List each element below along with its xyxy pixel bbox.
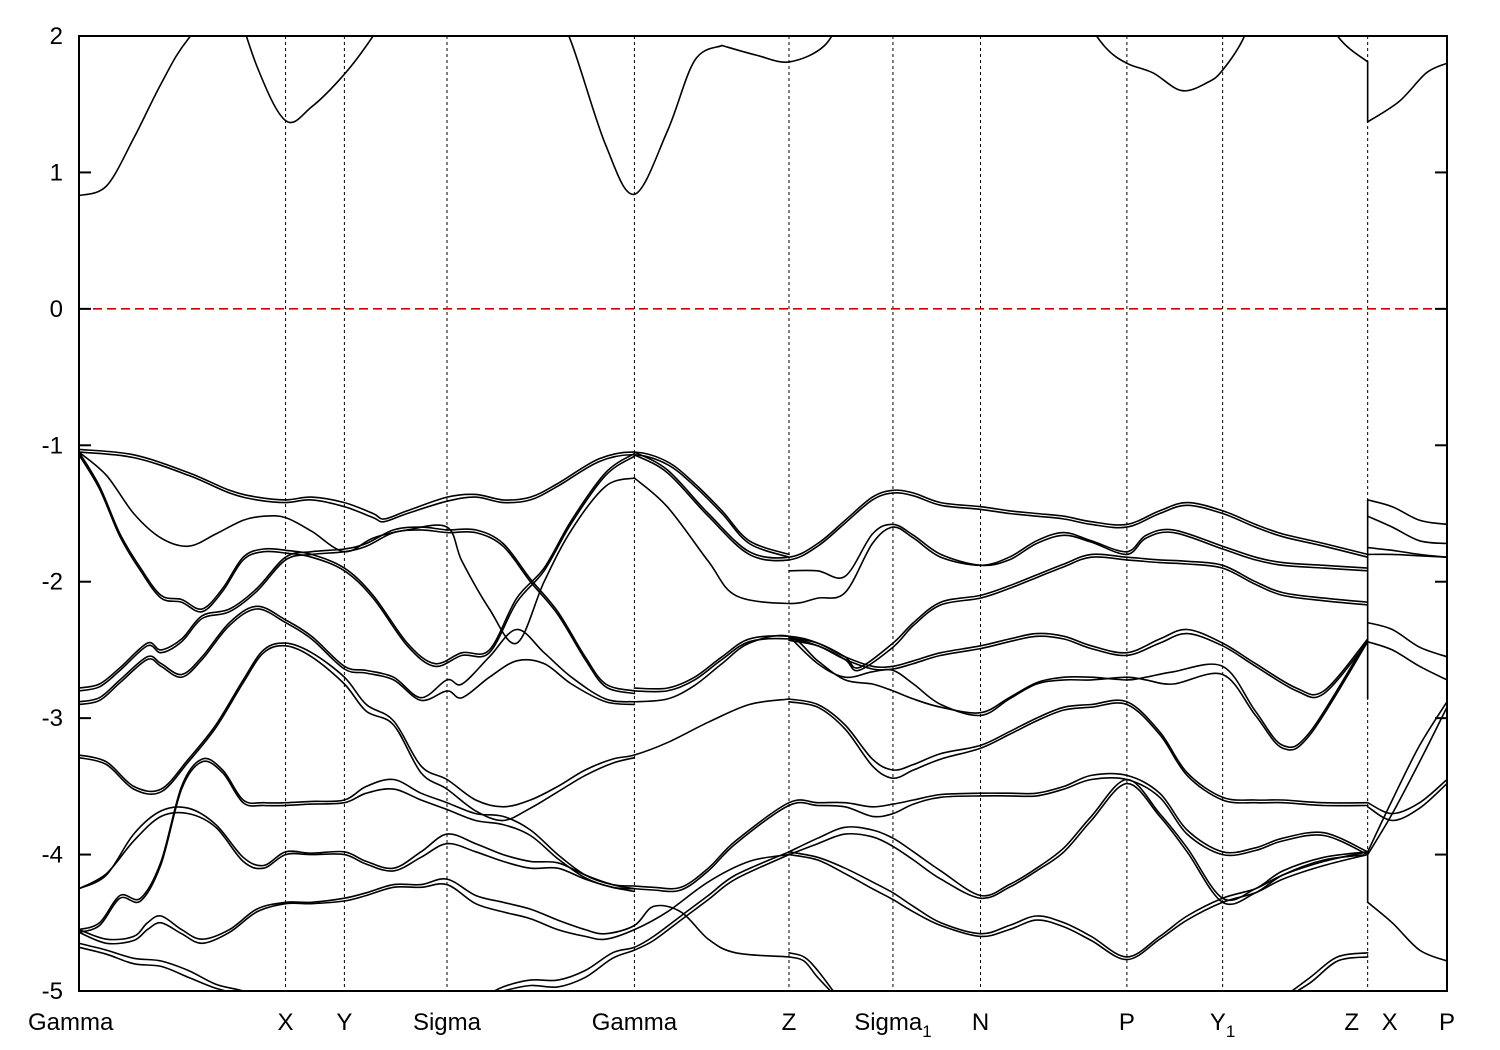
x-tick-label-3: Sigma: [413, 1009, 482, 1036]
band-43: [79, 946, 230, 991]
band-33: [79, 760, 636, 934]
y-tick-label-0: 2: [50, 23, 63, 50]
band-25: [79, 608, 636, 706]
band-5: [1336, 36, 1369, 63]
plot-frame: [78, 35, 1448, 992]
x-tick-label-7: N: [972, 1009, 989, 1036]
band-lines: [79, 36, 1447, 991]
y-tick-label-7: -5: [42, 978, 63, 1005]
band-19: [788, 635, 1369, 751]
band-51: [1366, 515, 1447, 545]
band-41: [79, 853, 790, 945]
band-50: [1366, 499, 1447, 526]
band-1: [245, 36, 375, 124]
axes: [78, 35, 1448, 992]
band-12: [633, 451, 1369, 559]
band-23: [79, 529, 636, 695]
band-18: [633, 634, 1369, 749]
x-tick-label-10: Z: [1344, 1009, 1359, 1036]
band-37: [788, 782, 1369, 906]
band-56: [1366, 701, 1447, 853]
y-tick-label-6: -4: [42, 842, 63, 869]
band-21: [788, 556, 1369, 672]
x-tick-label-12: P: [1439, 1009, 1455, 1036]
y-tick-label-1: 1: [50, 159, 63, 186]
band-55: [1366, 640, 1447, 681]
band-46: [788, 952, 835, 991]
band-49: [1295, 956, 1369, 991]
y-tick-label-3: -1: [42, 432, 63, 459]
band-14: [633, 477, 1369, 605]
band-29: [788, 701, 1369, 807]
band-53: [1366, 553, 1447, 558]
band-36: [788, 778, 1369, 902]
band-58: [1366, 778, 1447, 815]
x-tick-label-8: P: [1119, 1009, 1135, 1036]
band-20: [788, 553, 1369, 669]
x-tick-label-2: Y: [336, 1009, 352, 1036]
band-59: [1366, 782, 1447, 822]
x-tick-label-11: X: [1382, 1009, 1398, 1036]
band-9: [79, 451, 636, 645]
x-tick-label-1: X: [278, 1009, 294, 1036]
x-tick-label-5: Z: [782, 1009, 797, 1036]
band-24: [79, 605, 636, 703]
x-tick-label-0: Gamma: [28, 1009, 114, 1036]
band-22: [79, 526, 636, 692]
band-28: [788, 698, 1369, 804]
band-26: [79, 642, 790, 808]
band-60: [1366, 901, 1447, 962]
band-11: [79, 454, 636, 668]
band-40: [79, 877, 790, 958]
x-tick-label-9: Y1: [1210, 1009, 1235, 1041]
x-tick-labels: Gamma X Y Sigma Gamma Z Sigma1 N P Y1 Z X P: [28, 1009, 1455, 1041]
band-34: [633, 772, 1369, 890]
band-32: [79, 757, 636, 931]
band-48: [1290, 952, 1369, 991]
band-57: [1366, 706, 1447, 856]
band-17: [633, 632, 1369, 699]
x-tick-label-6: Sigma1: [854, 1009, 932, 1041]
band-3: [721, 36, 833, 63]
band-47: [788, 956, 832, 991]
band-35: [633, 777, 1369, 893]
band-13: [633, 454, 1369, 562]
band-39: [788, 853, 1369, 961]
band-42: [79, 942, 246, 991]
band-16: [633, 628, 1369, 696]
band-4: [1095, 36, 1246, 92]
y-tick-label-4: -2: [42, 569, 63, 596]
band-7: [79, 448, 790, 556]
band-2: [567, 36, 723, 196]
x-tick-label-4: Gamma: [592, 1009, 678, 1036]
band-38: [788, 851, 1369, 958]
band-27: [79, 644, 636, 822]
band-45: [500, 853, 790, 991]
band-8: [79, 451, 790, 558]
y-tick-label-2: 0: [50, 296, 63, 323]
band-44: [492, 851, 790, 991]
y-tick-labels: 2 1 0 -1 -2 -3 -4 -5: [42, 23, 63, 1005]
band-0: [79, 36, 192, 197]
band-6: [1366, 62, 1447, 123]
y-tick-label-5: -3: [42, 705, 63, 732]
band-54: [1366, 621, 1447, 658]
band-15: [788, 523, 1369, 579]
